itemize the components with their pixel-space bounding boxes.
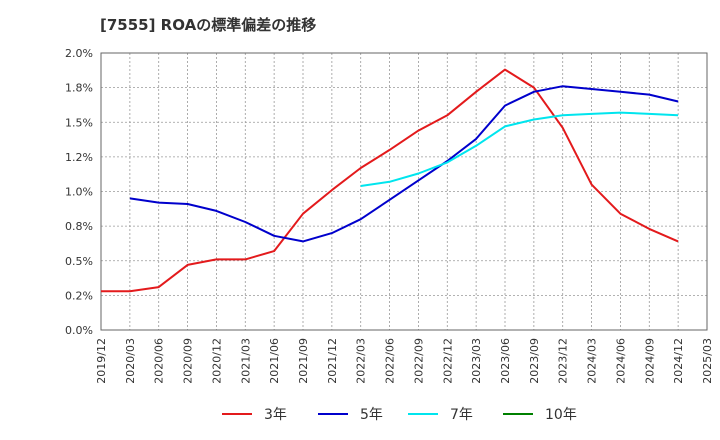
series-line — [101, 68, 679, 293]
legend-label: 3年 — [264, 407, 287, 423]
y-tick-label: 1.5% — [65, 116, 93, 129]
x-tick-label: 2023/06 — [499, 338, 512, 384]
x-tick-label: 2022/09 — [412, 338, 425, 384]
y-tick-label: 1.8% — [65, 82, 93, 95]
x-tick-label: 2022/06 — [384, 338, 397, 384]
chart-title: [7555] ROAの標準偏差の推移 — [100, 16, 317, 34]
x-tick-label: 2022/12 — [441, 338, 454, 384]
x-tick-label: 2021/03 — [239, 338, 252, 384]
legend: 3年 5年 7年 10年 — [222, 407, 577, 423]
x-tick-label: 2020/12 — [210, 338, 223, 384]
y-tick-label: 1.0% — [65, 186, 93, 199]
axis-labels: 0.0% 0.2% 0.5% 0.8% 1.0% 1.2% 1.5% 1.8% 2.0% 2019… — [65, 47, 714, 384]
x-tick-label: 2019/12 — [95, 338, 108, 384]
x-tick-label: 2022/03 — [355, 338, 368, 384]
x-tick-label: 2024/12 — [672, 338, 685, 384]
series-lines — [101, 68, 679, 293]
y-tick-label: 2.0% — [65, 47, 93, 60]
x-tick-label: 2024/06 — [614, 338, 627, 384]
x-tick-label: 2023/03 — [470, 338, 483, 384]
x-tick-label: 2020/03 — [124, 338, 137, 384]
legend-label: 7年 — [450, 407, 473, 423]
y-tick-label: 1.2% — [65, 151, 93, 164]
x-tick-label: 2020/06 — [153, 338, 166, 384]
y-tick-label: 0.0% — [65, 324, 93, 337]
x-tick-label: 2021/12 — [326, 338, 339, 384]
x-tick-label: 2021/06 — [268, 338, 281, 384]
y-tick-label: 0.8% — [65, 220, 93, 233]
x-tick-label: 2024/03 — [586, 338, 599, 384]
y-tick-label: 0.5% — [65, 255, 93, 268]
legend-label: 5年 — [360, 407, 383, 423]
plot-frame — [100, 52, 708, 331]
x-tick-label: 2025/03 — [701, 338, 714, 384]
series-line — [129, 85, 679, 243]
x-tick-label: 2020/09 — [182, 338, 195, 384]
x-tick-label: 2023/09 — [528, 338, 541, 384]
legend-label: 10年 — [545, 407, 577, 423]
x-tick-label: 2021/09 — [297, 338, 310, 384]
y-tick-label: 0.2% — [65, 289, 93, 302]
grid — [101, 53, 707, 330]
x-tick-label: 2024/09 — [643, 338, 656, 384]
series-line — [360, 111, 679, 187]
x-tick-label: 2023/12 — [557, 338, 570, 384]
